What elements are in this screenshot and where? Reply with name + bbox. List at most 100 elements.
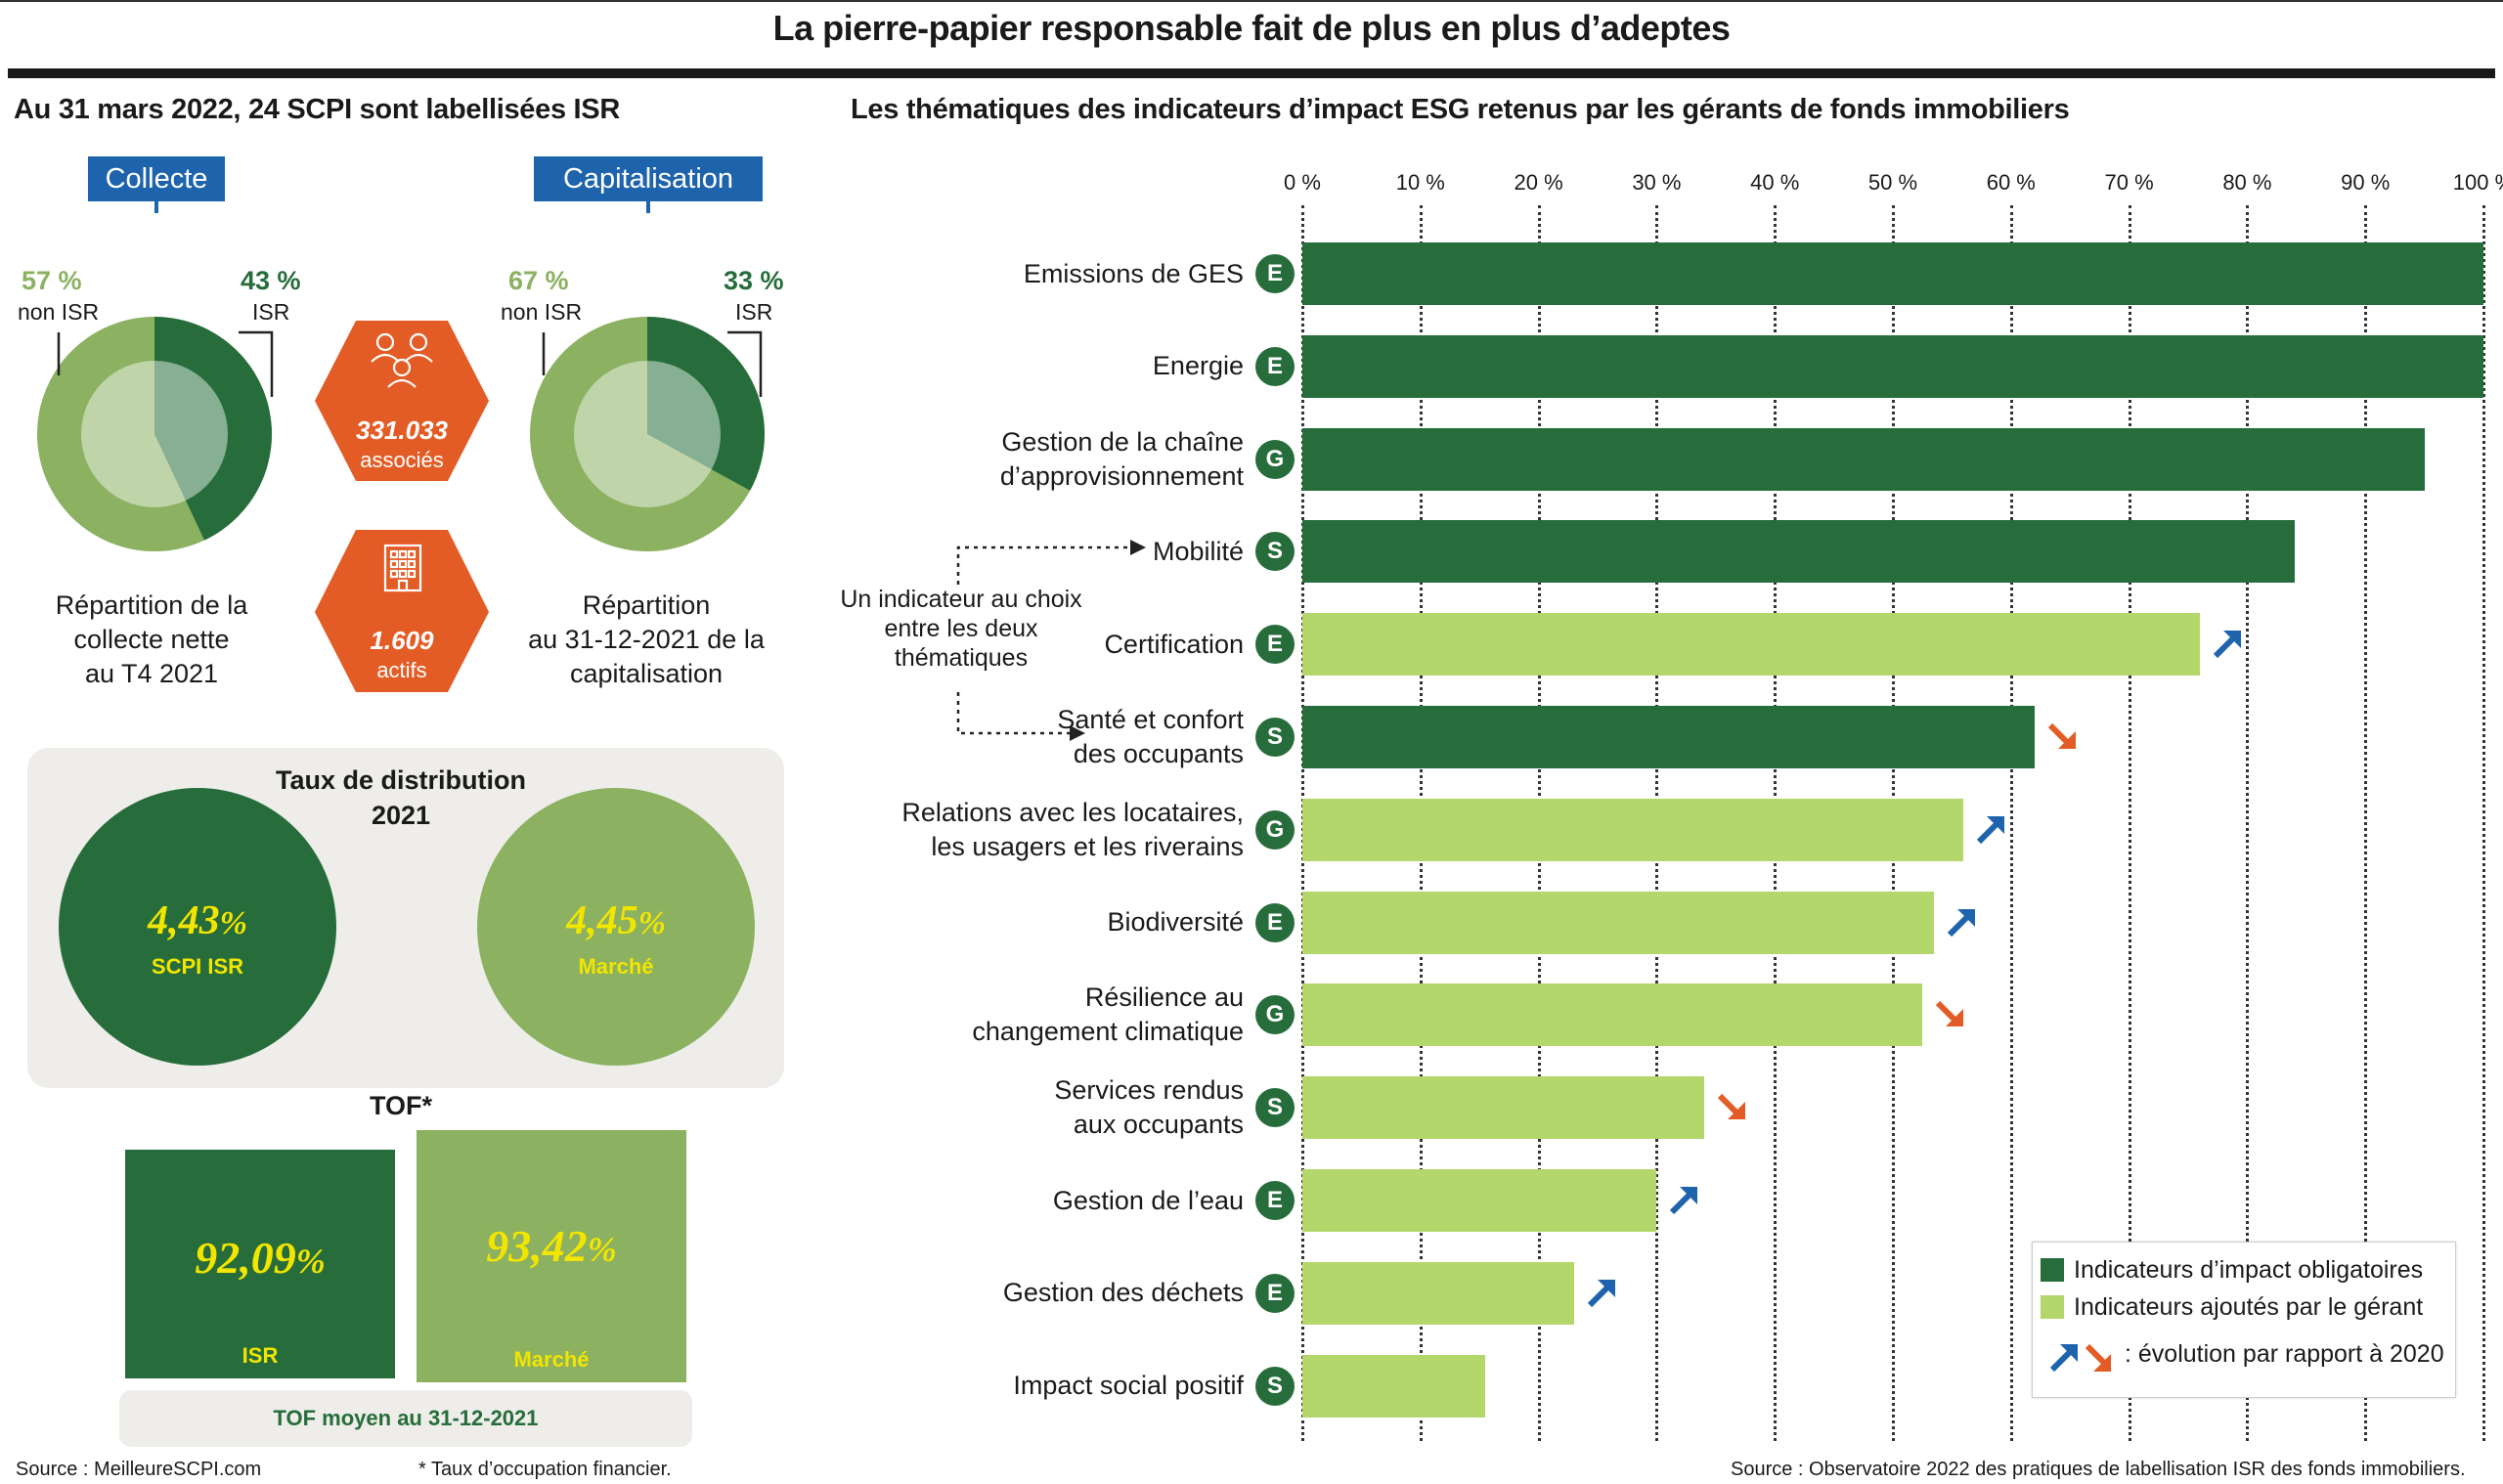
capi-non-isr-pct: 67 % bbox=[508, 266, 569, 295]
donut-isr-slice bbox=[647, 317, 766, 491]
pillar-badge: S bbox=[1255, 1366, 1295, 1406]
bar bbox=[1302, 1076, 1704, 1140]
distribution-market-unit: % bbox=[637, 905, 666, 941]
distribution-isr-circle bbox=[59, 788, 336, 1066]
x-tick-label: 20 % bbox=[1514, 170, 1563, 195]
page-title: La pierre-papier responsable fait de plu… bbox=[772, 8, 1731, 48]
bar-category-label: Résilience au changement climatique bbox=[735, 981, 1244, 1049]
collecte-donut bbox=[37, 317, 272, 551]
donut-isr-slice bbox=[154, 317, 272, 541]
distribution-market-label: Marché bbox=[578, 954, 654, 979]
pillar-badge: E bbox=[1255, 1273, 1295, 1313]
pillar-badge: E bbox=[1255, 902, 1295, 942]
capi-isr-leader bbox=[727, 330, 763, 397]
tof-isr-box bbox=[125, 1150, 395, 1378]
x-tick-label: 100 % bbox=[2452, 170, 2503, 195]
bar bbox=[1302, 891, 1935, 954]
people-icon bbox=[371, 332, 433, 388]
trend-down-arrow-icon bbox=[2047, 722, 2076, 749]
legend-added-swatch bbox=[2041, 1295, 2064, 1319]
bar-category-line: d’approvisionnement bbox=[999, 460, 1244, 491]
bar-category-line: les usagers et les riverains bbox=[931, 831, 1244, 861]
capi-caption-line3: capitalisation bbox=[569, 659, 724, 688]
annotation-connectors bbox=[956, 540, 1146, 741]
bar-category-label: Services rendus aux occupants bbox=[735, 1073, 1244, 1142]
associes-label: associés bbox=[360, 448, 444, 472]
collecte-caption-line1: Répartition de la bbox=[55, 590, 248, 620]
capi-isr-pct: 33 % bbox=[724, 266, 784, 295]
associes-value: 331.033 bbox=[356, 415, 448, 445]
left-heading: Au 31 mars 2022, 24 SCPI sont labellisée… bbox=[14, 94, 620, 125]
x-gridline bbox=[1774, 205, 1778, 1441]
pillar-badge: E bbox=[1255, 346, 1295, 386]
associes-hexagon bbox=[315, 321, 489, 481]
collecte-tag: Collecte bbox=[88, 156, 225, 201]
legend-mandatory-swatch bbox=[2041, 1258, 2064, 1282]
x-tick-label: 50 % bbox=[1867, 170, 1918, 195]
tof-isr-label: ISR bbox=[242, 1343, 279, 1368]
actifs-value: 1.609 bbox=[370, 626, 434, 655]
legend-mandatory: Indicateurs d’impact obligatoires bbox=[2074, 1256, 2424, 1284]
distribution-title-line2: 2021 bbox=[371, 801, 431, 830]
left-source: Source : MeilleureSCPI.com bbox=[16, 1459, 262, 1480]
choice-annotation-line2: entre les deux bbox=[884, 615, 1038, 642]
collecte-caption-line2: collecte nette bbox=[73, 625, 230, 654]
pillar-badge: E bbox=[1255, 1181, 1295, 1220]
bar bbox=[1302, 706, 2035, 768]
bar-category-line: Services rendus bbox=[1054, 1075, 1244, 1106]
pillar-badge: S bbox=[1255, 718, 1295, 757]
choice-annotation: Un indicateur au choix entre les deux th… bbox=[819, 585, 1103, 673]
bar bbox=[1302, 798, 1964, 861]
capi-caption-line1: Répartition bbox=[582, 590, 711, 620]
bar bbox=[1302, 242, 2483, 305]
tof-market-label: Marché bbox=[513, 1347, 590, 1372]
actifs-hexagon bbox=[315, 530, 489, 692]
trend-up-arrow-icon bbox=[2213, 631, 2242, 659]
collecte-isr-leader bbox=[239, 330, 274, 397]
left-footnote: * Taux d’occupation financier. bbox=[418, 1459, 672, 1480]
tof-footer-panel bbox=[119, 1390, 692, 1447]
bar bbox=[1302, 1354, 1486, 1418]
x-tick-label: 80 % bbox=[2222, 170, 2272, 195]
distribution-market-value: 4,45 bbox=[566, 898, 638, 943]
x-tick-label: 10 % bbox=[1395, 170, 1445, 195]
pillar-badge: S bbox=[1255, 532, 1295, 572]
collecte-non-isr-label: non ISR bbox=[18, 299, 100, 325]
bar bbox=[1302, 1261, 1574, 1325]
bar-category-line: Gestion de l’eau bbox=[1052, 1185, 1244, 1215]
bar-category-line: Gestion de la chaîne bbox=[1001, 426, 1244, 457]
x-tick-label: 60 % bbox=[1986, 170, 2036, 195]
bar-category-line: Impact social positif bbox=[1013, 1371, 1244, 1401]
x-gridline bbox=[1301, 205, 1304, 1441]
x-tick-label: 90 % bbox=[2341, 170, 2391, 195]
bar-category-line: Résilience au bbox=[1084, 982, 1244, 1013]
top-rule bbox=[0, 0, 2503, 2]
bar-category-line: Energie bbox=[1152, 351, 1244, 381]
collecte-isr-pct: 43 % bbox=[241, 266, 301, 295]
collecte-tag-stem bbox=[154, 199, 158, 213]
collecte-non-isr-pct: 57 % bbox=[22, 266, 82, 295]
legend-evolution: : évolution par rapport à 2020 bbox=[2125, 1340, 2444, 1368]
choice-annotation-line3: thématiques bbox=[894, 644, 1029, 672]
bar-category-label: Gestion des déchets bbox=[735, 1276, 1244, 1310]
legend-added: Indicateurs ajoutés par le gérant bbox=[2074, 1293, 2424, 1321]
bar bbox=[1302, 427, 2425, 491]
x-gridline bbox=[1419, 205, 1423, 1441]
capi-caption-line2: au 31-12-2021 de la bbox=[528, 625, 765, 654]
bar bbox=[1302, 1169, 1657, 1232]
x-gridline bbox=[2482, 205, 2485, 1441]
distribution-isr-unit: % bbox=[219, 905, 247, 941]
choice-annotation-line1: Un indicateur au choix bbox=[840, 586, 1082, 613]
pillar-badge: E bbox=[1255, 254, 1295, 293]
distribution-market-circle bbox=[477, 788, 755, 1066]
capi-non-isr-label: non ISR bbox=[501, 299, 583, 325]
x-gridline bbox=[1655, 205, 1659, 1441]
right-heading: Les thématiques des indicateurs d’impact… bbox=[851, 94, 2070, 125]
bar bbox=[1302, 334, 2483, 398]
pillar-badge: E bbox=[1255, 625, 1295, 665]
capitalisation-caption: Répartition au 31-12-2021 de la capitali… bbox=[495, 589, 798, 691]
bar-category-label: Impact social positif bbox=[735, 1369, 1244, 1403]
tof-title: TOF* bbox=[369, 1091, 432, 1120]
up-arrow-icon bbox=[2049, 1344, 2078, 1373]
legend-arrows bbox=[2049, 1343, 2111, 1373]
